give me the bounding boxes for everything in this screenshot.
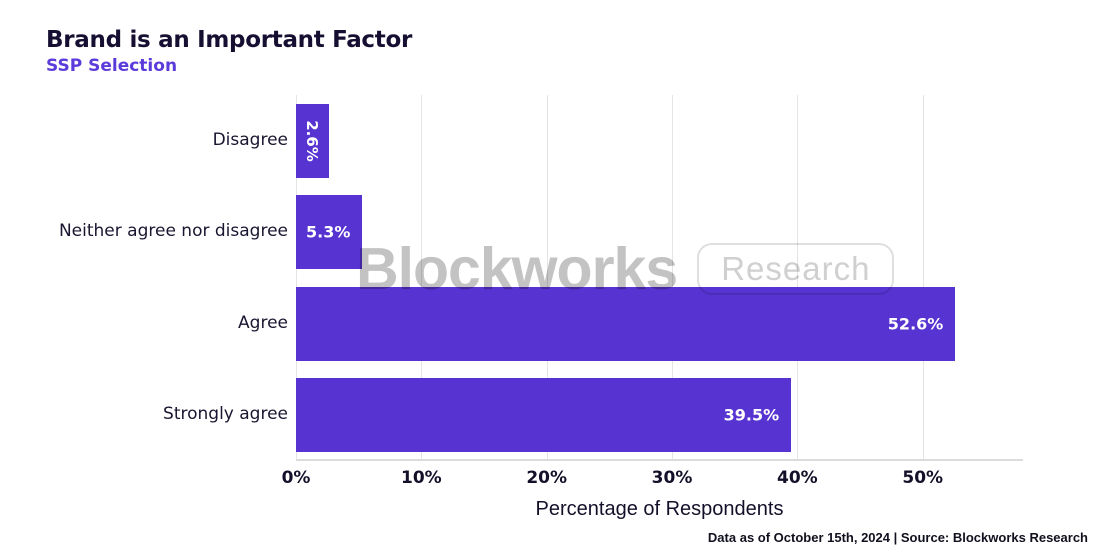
x-tick-label: 0% [281,468,311,488]
bar: 52.6% [296,286,956,361]
chart-subtitle: SSP Selection [46,56,178,76]
x-axis-title: Percentage of Respondents [535,498,784,520]
bar-value-label: 39.5% [723,405,780,425]
bar: 5.3% [296,195,363,270]
y-category-label: Disagree [212,129,288,150]
gridline [421,95,423,459]
bar-value-label: 5.3% [306,222,351,242]
x-tick-label: 30% [651,468,693,488]
chart-title: Brand is an Important Factor [46,27,413,53]
y-category-label: Agree [238,312,288,333]
x-tick-label: 20% [526,468,568,488]
y-category-label: Strongly agree [163,404,288,425]
source-footnote: Data as of October 15th, 2024 | Source: … [707,530,1088,545]
x-tick-label: 40% [777,468,818,488]
bar: 2.6% [296,103,329,178]
gridline [797,95,799,459]
gridline [672,95,674,459]
gridline [922,95,924,459]
bar-value-text: 2.6% [303,119,322,162]
gridline [296,95,297,459]
bar-value-label: 52.6% [887,314,944,334]
bar: 39.5% [296,378,792,453]
bar-value-label: 2.6% [296,104,329,178]
plot-area: 2.6% 5.3% 52.6% 39.5% [296,95,1023,461]
x-tick-label: 10% [400,468,442,488]
x-tick-label: 50% [902,468,944,488]
y-category-label: Neither agree nor disagree [58,221,288,242]
gridline [546,95,548,459]
